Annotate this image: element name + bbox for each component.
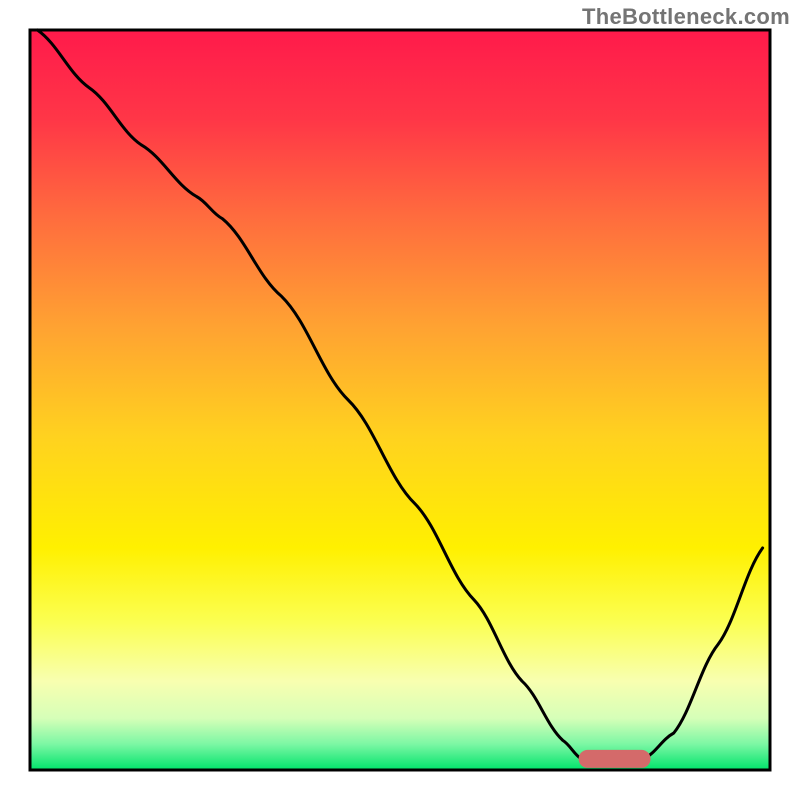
plot-background [30,30,770,770]
watermark-text: TheBottleneck.com [582,4,790,30]
gradient-plot [0,0,800,800]
chart-canvas: TheBottleneck.com [0,0,800,800]
sweet-spot-marker [579,750,651,768]
